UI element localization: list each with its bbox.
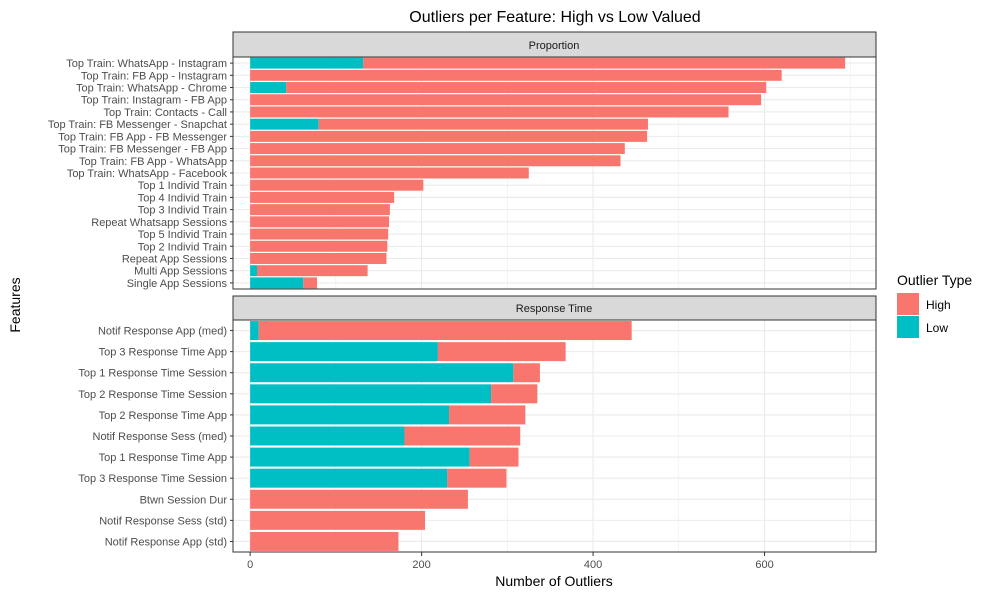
- category-label: Top Train: WhatsApp - Facebook: [67, 168, 228, 180]
- bar-high: [258, 321, 632, 341]
- bars: [250, 321, 632, 551]
- category-label: Top Train: Contacts - Call: [104, 107, 228, 119]
- category-label: Top 1 Response Time Session: [78, 368, 227, 380]
- category-label: Single App Sessions: [127, 278, 228, 290]
- category-label: Top Train: WhatsApp - Instagram: [66, 58, 227, 70]
- bar-low: [250, 321, 259, 341]
- bars: [250, 57, 846, 289]
- bar-high: [250, 216, 390, 228]
- bar-high: [250, 191, 395, 203]
- bar-high: [250, 228, 389, 240]
- category-label: Btwn Session Dur: [140, 494, 228, 506]
- category-label: Top Train: FB App - WhatsApp: [79, 156, 227, 168]
- bar-high: [363, 57, 846, 69]
- bar-high: [250, 69, 782, 81]
- category-label: Top 4 Individ Train: [138, 192, 227, 204]
- category-label: Top 2 Response Time Session: [78, 389, 227, 401]
- bar-high: [286, 82, 767, 94]
- bar-high: [250, 204, 390, 216]
- legend-label-low: Low: [926, 321, 948, 335]
- bar-high: [250, 252, 387, 264]
- bar-high: [404, 426, 521, 446]
- bar-low: [250, 468, 448, 488]
- strip-background: [232, 295, 877, 321]
- legend-label-high: High: [926, 298, 951, 312]
- bar-high: [469, 447, 519, 467]
- category-labels: Notif Response App (med) Top 3 Response T…: [78, 326, 233, 548]
- category-label: Top 3 Response Time App: [99, 347, 227, 359]
- x-tick-label: 400: [584, 559, 602, 571]
- x-axis-title: Number of Outliers: [495, 573, 612, 589]
- bar-low: [250, 342, 438, 362]
- bar-high: [513, 363, 540, 383]
- category-label: Top Train: FB App - FB Messenger: [58, 131, 227, 143]
- bar-low: [250, 277, 304, 289]
- category-label: Top Train: Instagram - FB App: [81, 95, 227, 107]
- category-label: Multi App Sessions: [134, 266, 227, 278]
- bar-high: [250, 94, 762, 106]
- x-tick-label: 0: [247, 559, 253, 571]
- bar-high: [250, 130, 648, 142]
- bar-high: [250, 240, 388, 252]
- x-tick-label: 200: [412, 559, 430, 571]
- bar-low: [250, 384, 492, 404]
- bar-low: [250, 363, 514, 383]
- strip-label-proportion: Proportion: [529, 40, 580, 52]
- bar-low: [250, 265, 258, 277]
- category-label: Top 1 Individ Train: [138, 180, 227, 192]
- category-label: Top 2 Response Time App: [99, 410, 227, 422]
- y-axis-title: Features: [7, 277, 23, 332]
- category-label: Top Train: WhatsApp - Chrome: [76, 83, 227, 95]
- bar-low: [250, 426, 405, 446]
- bar-high: [449, 405, 526, 425]
- panel-proportion: Proportion Top Train: WhatsApp - Instagr…: [48, 31, 877, 290]
- category-label: Repeat Whatsapp Sessions: [91, 217, 227, 229]
- category-label: Top 2 Individ Train: [138, 241, 227, 253]
- bar-high: [257, 265, 368, 277]
- legend-title: Outlier Type: [897, 272, 972, 288]
- bar-high: [250, 106, 729, 118]
- category-label: Top 3 Response Time Session: [78, 473, 227, 485]
- bar-low: [250, 447, 470, 467]
- bar-high: [447, 468, 507, 488]
- bar-low: [250, 405, 450, 425]
- x-tick-label: 600: [755, 559, 773, 571]
- bar-high: [250, 179, 424, 191]
- bar-high: [250, 531, 399, 551]
- category-label: Top Train: FB Messenger - FB App: [58, 144, 227, 156]
- category-label: Top 3 Individ Train: [138, 205, 227, 217]
- bar-high: [250, 155, 621, 167]
- category-label: Top Train: FB Messenger - Snapchat: [48, 119, 227, 131]
- category-label: Top Train: FB App - Instagram: [81, 70, 227, 82]
- legend-key-low: [897, 316, 919, 338]
- strip-label-response-time: Response Time: [516, 303, 592, 315]
- chart-title: Outliers per Feature: High vs Low Valued: [409, 9, 700, 26]
- bar-high: [318, 118, 648, 130]
- category-label: Top 5 Individ Train: [138, 229, 227, 241]
- x-axis: 0 200 400 600: [247, 552, 774, 571]
- legend: Outlier Type High Low: [897, 272, 972, 338]
- category-label: Notif Response Sess (med): [93, 431, 228, 443]
- bar-high: [250, 167, 529, 179]
- bar-low: [250, 82, 287, 94]
- legend-key-high: [897, 293, 919, 315]
- bar-low: [250, 57, 364, 69]
- panel-response-time: Response Time Notif Response App (med) To…: [78, 295, 877, 553]
- bar-high: [491, 384, 538, 404]
- bar-low: [250, 118, 319, 130]
- category-label: Notif Response App (med): [98, 326, 227, 338]
- category-label: Repeat App Sessions: [122, 253, 228, 265]
- bar-high: [250, 489, 468, 509]
- category-label: Top 1 Response Time App: [99, 452, 227, 464]
- bar-high: [303, 277, 318, 289]
- bar-high: [437, 342, 566, 362]
- category-label: Notif Response Sess (std): [99, 515, 227, 527]
- bar-high: [250, 143, 625, 155]
- strip-background: [232, 31, 877, 58]
- category-label: Notif Response App (std): [105, 536, 227, 548]
- bar-high: [250, 510, 426, 530]
